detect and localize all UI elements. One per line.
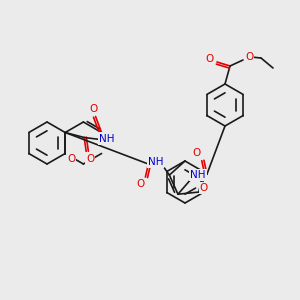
Text: NH: NH [148,157,163,167]
Text: O: O [193,148,201,158]
Text: O: O [206,54,214,64]
Text: O: O [245,52,253,62]
Text: NH: NH [190,170,206,180]
Text: NH: NH [99,134,115,143]
Text: O: O [89,103,98,113]
Text: O: O [86,154,94,164]
Text: O: O [200,183,208,193]
Text: O: O [67,154,75,164]
Text: O: O [136,179,145,189]
